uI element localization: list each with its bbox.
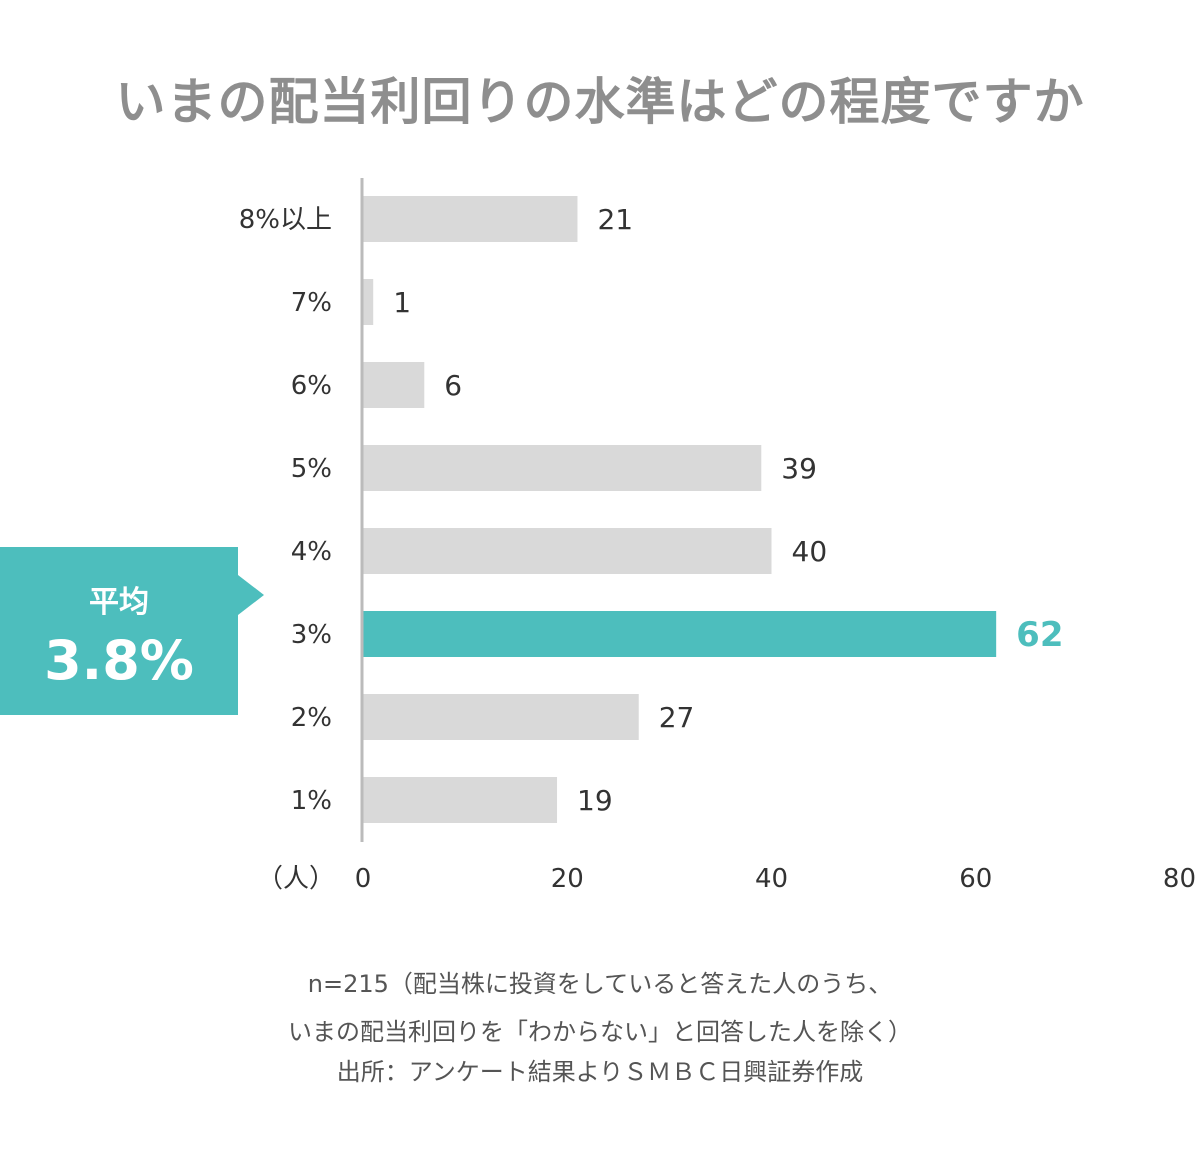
category-label-1: 7%	[291, 288, 332, 318]
value-label-5: 62	[1016, 615, 1063, 655]
bar-6	[363, 694, 639, 740]
category-label-5: 3%	[291, 620, 332, 650]
category-label-6: 2%	[291, 703, 332, 733]
value-label-4: 40	[792, 535, 828, 568]
value-label-6: 27	[659, 701, 695, 734]
bar-chart: 8%以上 7% 6% 5% 4% 3% 2% 1% 21 1 6 39 40 62 27 19 0 20 40 6…	[239, 178, 1196, 894]
footnote-line-1: n=215（配当株に投資をしていると答えた人のうち、	[307, 970, 893, 998]
category-label-3: 5%	[291, 454, 332, 484]
category-label-4: 4%	[291, 537, 332, 567]
x-tick-0: 0	[355, 864, 372, 894]
category-label-2: 6%	[291, 371, 332, 401]
bar-4	[363, 528, 772, 574]
category-labels: 8%以上 7% 6% 5% 4% 3% 2% 1%	[239, 205, 332, 816]
x-tick-2: 40	[755, 864, 788, 894]
x-axis-unit-label: （人）	[257, 864, 335, 894]
footnote-source: 出所：アンケート結果よりＳＭＢＣ日興証券作成	[336, 1058, 864, 1086]
x-tick-1: 20	[551, 864, 584, 894]
x-tick-3: 60	[959, 864, 992, 894]
value-label-7: 19	[577, 784, 613, 817]
value-labels: 21 1 6 39 40 62 27 19	[393, 203, 1063, 817]
bar-3	[363, 445, 762, 491]
average-label: 平均	[89, 585, 149, 620]
category-label-7: 1%	[291, 786, 332, 816]
value-label-2: 6	[444, 369, 462, 402]
category-label-0: 8%以上	[239, 205, 332, 235]
x-tick-labels: 0 20 40 60 80	[355, 864, 1196, 894]
footnote-line-2: いまの配当利回りを「わからない」と回答した人を除く）	[288, 1018, 912, 1046]
bar-1	[363, 279, 374, 325]
bar-5	[363, 611, 997, 657]
chart-title: いまの配当利回りの水準はどの程度ですか	[115, 73, 1085, 131]
value-label-3: 39	[781, 452, 817, 485]
bars	[363, 196, 997, 823]
bar-7	[363, 777, 558, 823]
value-label-0: 21	[597, 203, 633, 236]
bar-0	[363, 196, 578, 242]
value-label-1: 1	[393, 286, 411, 319]
average-callout: 平均 3.8%	[0, 547, 264, 715]
x-tick-4: 80	[1163, 864, 1196, 894]
bar-2	[363, 362, 425, 408]
average-value: 3.8%	[44, 629, 194, 692]
